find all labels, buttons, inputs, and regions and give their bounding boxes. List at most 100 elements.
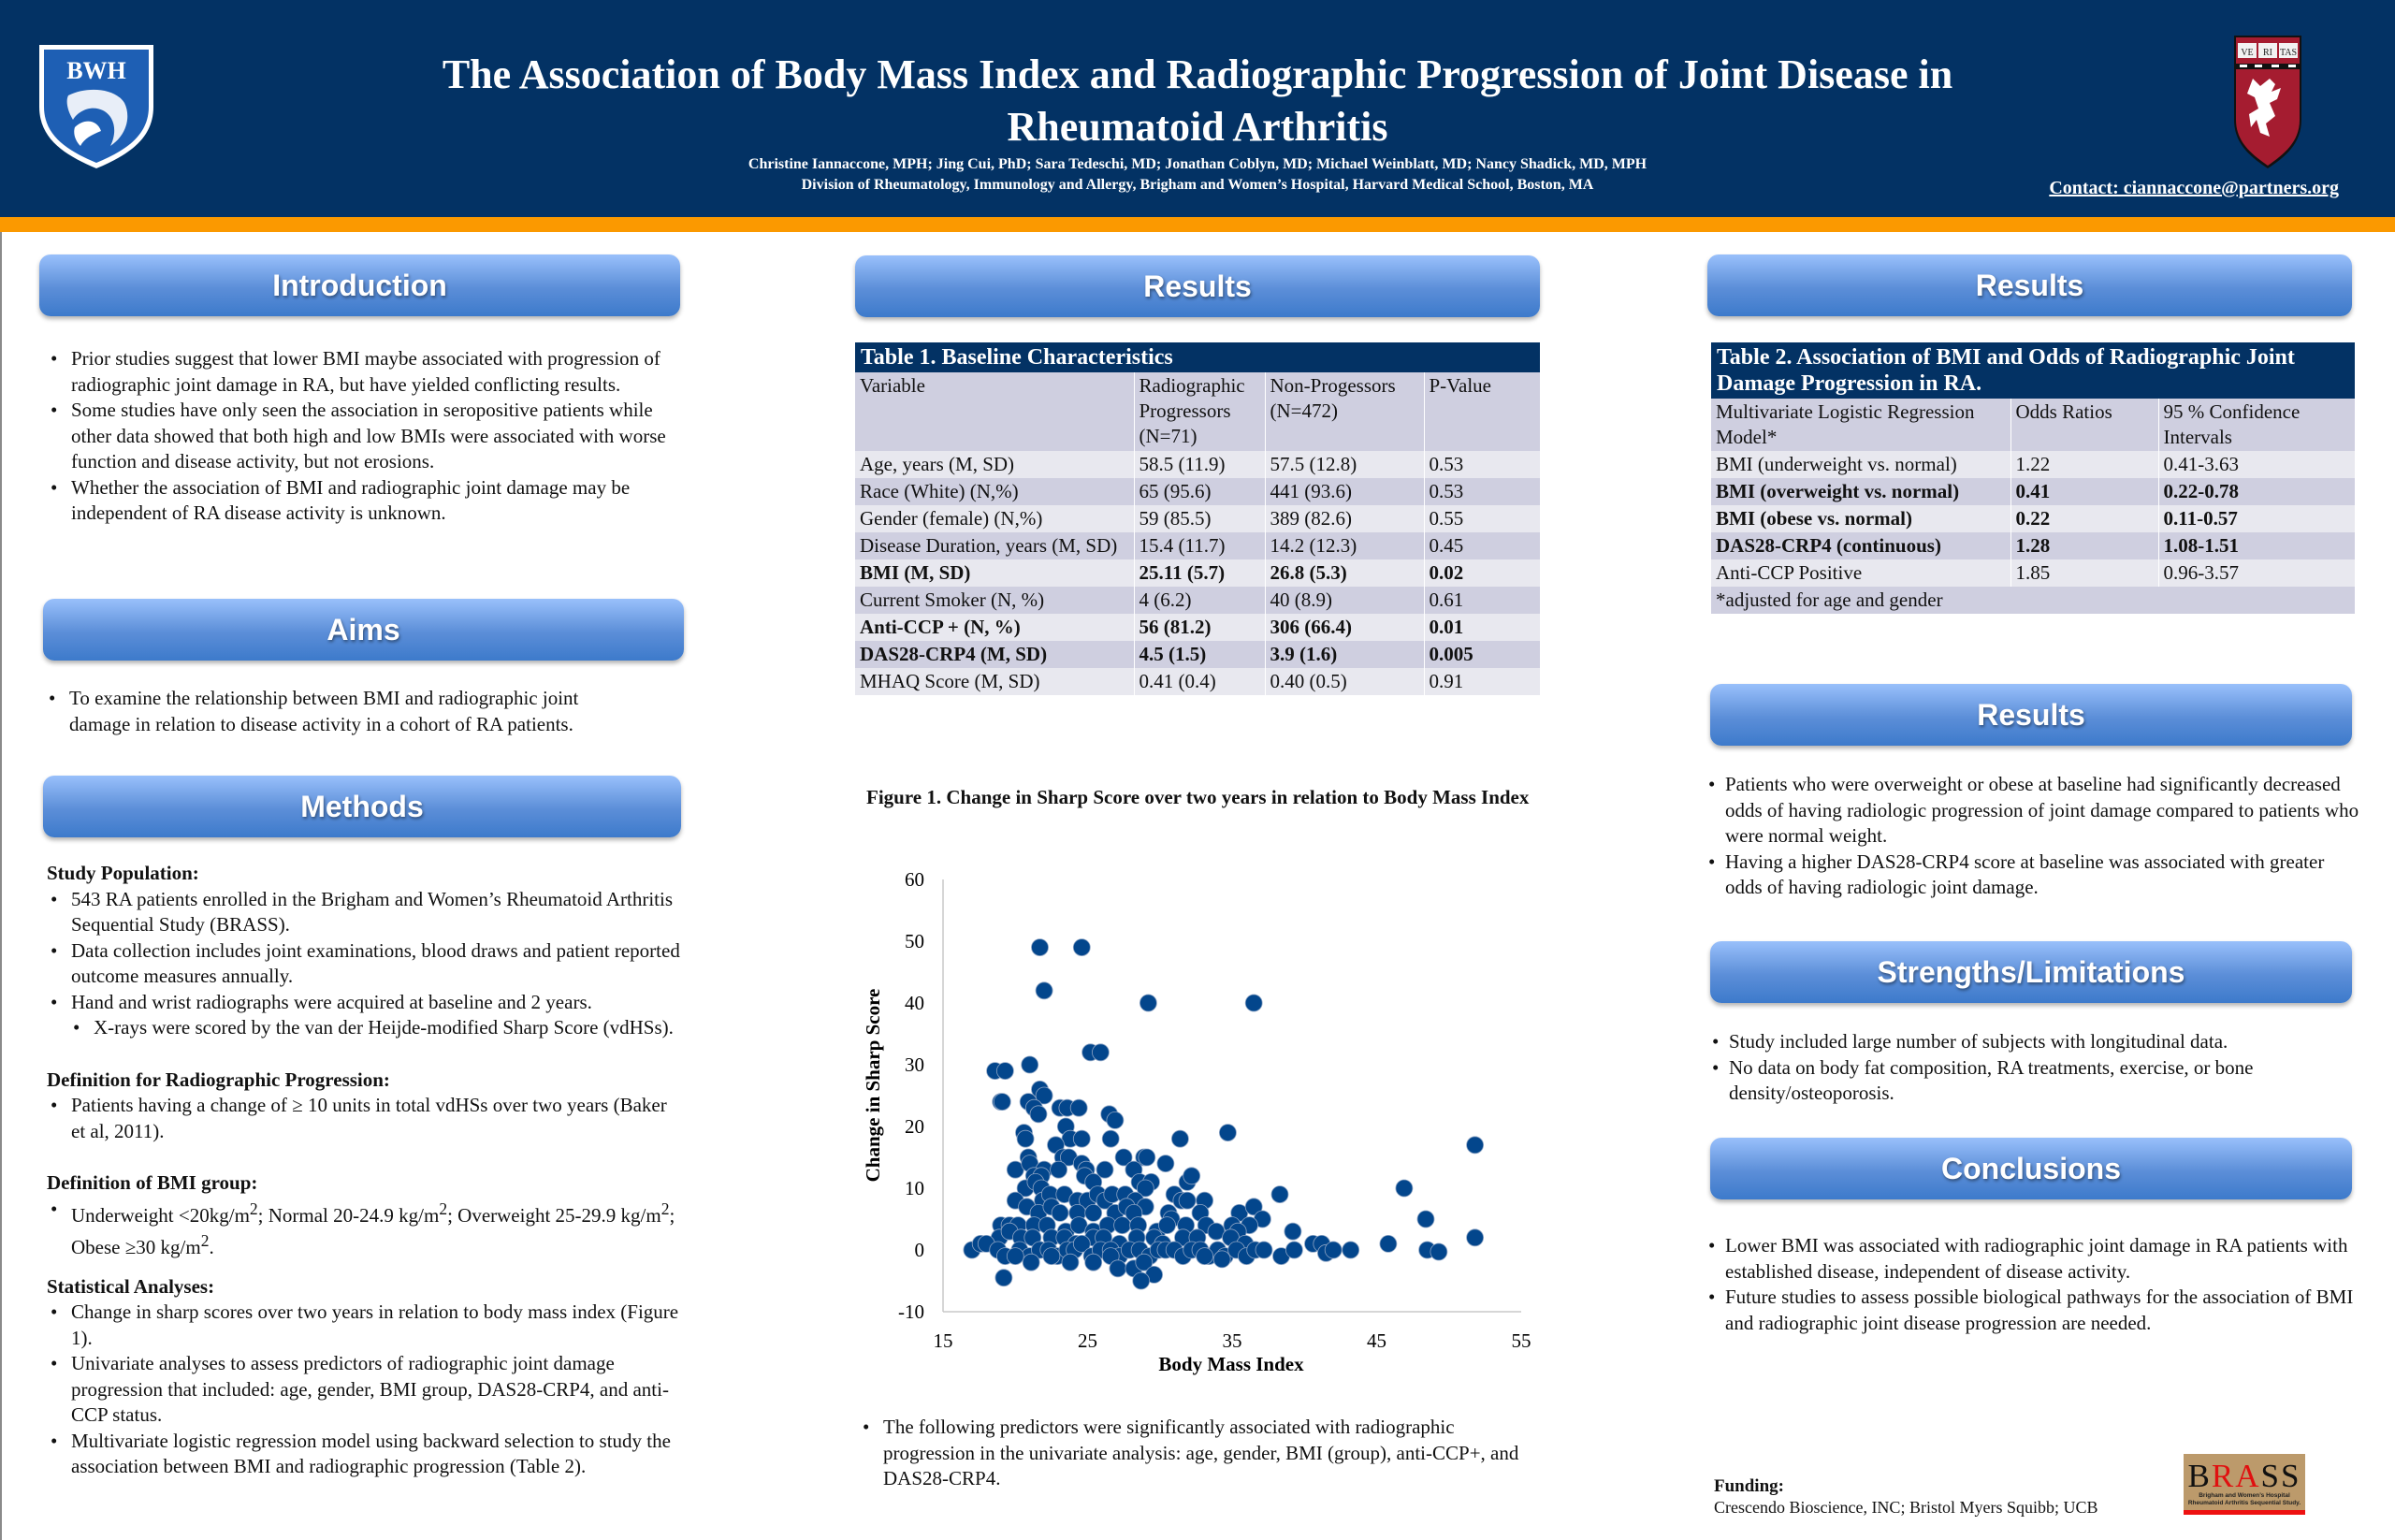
bmi-group-title: Definition of BMI group: [47, 1171, 258, 1194]
table1-cell: 0.55 [1424, 505, 1540, 532]
strengths-limitations-heading: Strengths/Limitations [1710, 941, 2352, 1003]
table1-header-cell: P-Value [1424, 372, 1540, 451]
poster-header [0, 0, 2395, 217]
table2-cell: 0.11-0.57 [2158, 505, 2355, 532]
brass-logo-subtitle: Brigham and Women’s Hospital Rheumatoid … [2184, 1492, 2305, 1507]
results-summary-section: Patients who were overweight or obese at… [1705, 772, 2359, 901]
table1-cell: 0.005 [1424, 641, 1540, 668]
introduction-section: Prior studies suggest that lower BMI may… [47, 346, 674, 527]
bmi-obese: ; Obese ≥30 kg/m [71, 1203, 675, 1259]
brass-logo: BRASS Brigham and Women’s Hospital Rheum… [2184, 1454, 2305, 1515]
data-point [1135, 1253, 1154, 1271]
table2-row: DAS28-CRP4 (continuous) 1.28 1.08-1.51 [1711, 532, 2355, 559]
table1-cell: 3.9 (1.6) [1265, 641, 1425, 668]
contact-email-link[interactable]: Contact: ciannaccone@partners.org [2049, 178, 2339, 198]
data-point [1006, 1247, 1024, 1266]
stats-bullet: Univariate analyses to assess predictors… [47, 1351, 683, 1429]
methods-section: Study Population: 543 RA patients enroll… [47, 861, 683, 1480]
methods-heading: Methods [43, 776, 681, 837]
table2-header-cell: Odds Ratios [2010, 399, 2159, 451]
data-point [1072, 1129, 1091, 1148]
author-list: Christine Iannaccone, MPH; Jing Cui, PhD… [748, 156, 1647, 172]
data-point [1270, 1185, 1289, 1204]
results-heading-right: Results [1707, 254, 2352, 316]
brass-line1: Brigham and Women’s Hospital [2199, 1492, 2290, 1499]
data-point [1158, 1216, 1176, 1235]
data-point [1029, 1105, 1048, 1124]
table1-cell: Gender (female) (N,%) [855, 505, 1135, 532]
table1-cell: 57.5 (12.8) [1265, 451, 1425, 478]
data-point [1178, 1191, 1197, 1210]
table1-row: Race (White) (N,%) 65 (95.6) 441 (93.6) 0.5… [855, 478, 1540, 505]
table1-cell: 0.53 [1424, 451, 1540, 478]
table1-cell: 0.61 [1424, 587, 1540, 614]
table1-row: Gender (female) (N,%) 59 (85.5) 389 (82.6)… [855, 505, 1540, 532]
data-point [1031, 938, 1049, 956]
data-point [1139, 994, 1157, 1012]
table2-cell: 0.96-3.57 [2158, 559, 2355, 587]
bmi-underweight: Underweight <20kg/m [71, 1203, 250, 1227]
table2-cell: 0.41-3.63 [2158, 451, 2355, 478]
study-population-bullet: Data collection includes joint examinati… [47, 938, 683, 990]
table2-cell: BMI (overweight vs. normal) [1711, 478, 2011, 505]
table1-row: DAS28-CRP4 (M, SD) 4.5 (1.5) 3.9 (1.6) 0.00… [855, 641, 1540, 668]
superscript: 2 [660, 1199, 670, 1218]
funding-title: Funding: [1714, 1476, 1784, 1496]
data-point [1101, 1129, 1120, 1148]
intro-bullet: Prior studies suggest that lower BMI may… [47, 346, 674, 398]
strengths-bullet: No data on body fat composition, RA trea… [1708, 1055, 2354, 1107]
table1-cell: 59 (85.5) [1134, 505, 1266, 532]
results-summary-bullet: Having a higher DAS28-CRP4 score at base… [1705, 850, 2359, 901]
intro-bullet: Some studies have only seen the associat… [47, 398, 674, 475]
x-tick-label: 35 [1223, 1329, 1242, 1352]
y-tick-label: 40 [905, 992, 924, 1014]
data-point [1170, 1129, 1189, 1148]
table1-cell: 0.40 (0.5) [1265, 668, 1425, 695]
table1-cell: 0.53 [1424, 478, 1540, 505]
data-point [1021, 1055, 1039, 1074]
table1-cell: DAS28-CRP4 (M, SD) [855, 641, 1135, 668]
chart-axes [942, 879, 1521, 1313]
results-heading-middle: Results [855, 255, 1540, 317]
table2-cell: 1.08-1.51 [2158, 532, 2355, 559]
data-point [1324, 1241, 1343, 1259]
brass-ss: SS [2260, 1458, 2301, 1494]
strengths-bullet: Study included large number of subjects … [1708, 1029, 2354, 1055]
table2-cell: 1.85 [2010, 559, 2159, 587]
y-tick-label: -10 [898, 1300, 924, 1323]
data-point [1113, 1216, 1132, 1235]
stats-bullet: Change in sharp scores over two years in… [47, 1300, 683, 1351]
table1-cell: 25.11 (5.7) [1134, 559, 1266, 587]
data-point [1132, 1271, 1151, 1290]
y-tick-label: 20 [905, 1115, 924, 1138]
veritas-tas: TAS [2280, 48, 2297, 58]
data-point [1035, 981, 1053, 1000]
odds-ratio-table: Multivariate Logistic Regression Model* … [1711, 399, 2355, 614]
table1-header-cell: Radiographic Progressors (N=71) [1134, 372, 1266, 451]
data-point [1183, 1167, 1201, 1185]
data-point [1255, 1241, 1273, 1259]
x-axis-label: Body Mass Index [1158, 1353, 1304, 1375]
bmi-group-bullet: Underweight <20kg/m2; Normal 20-24.9 kg/… [47, 1197, 683, 1261]
conclusions-heading: Conclusions [1710, 1138, 2352, 1199]
table1-cell: 58.5 (11.9) [1134, 451, 1266, 478]
data-point [1430, 1242, 1448, 1261]
bmi-end: . [209, 1236, 214, 1258]
table1-cell: Disease Duration, years (M, SD) [855, 532, 1135, 559]
table1-row: BMI (M, SD) 25.11 (5.7) 26.8 (5.3) 0.02 [855, 559, 1540, 587]
results-summary-bullet: Patients who were overweight or obese at… [1705, 772, 2359, 850]
figure1-caption: Figure 1. Change in Sharp Score over two… [866, 786, 1530, 808]
left-border [0, 232, 2, 1540]
data-point [1218, 1124, 1237, 1142]
data-point [1416, 1210, 1435, 1228]
y-tick-label: 0 [915, 1239, 925, 1261]
table1-cell: Age, years (M, SD) [855, 451, 1135, 478]
header-accent-stripe [0, 217, 2395, 232]
table1-cell: 0.41 (0.4) [1134, 668, 1266, 695]
progression-definition-title: Definition for Radiographic Progression: [47, 1068, 390, 1091]
aims-heading: Aims [43, 599, 684, 661]
table1-cell: 441 (93.6) [1265, 478, 1425, 505]
table2-cell: 0.22 [2010, 505, 2159, 532]
table1-cell: Current Smoker (N, %) [855, 587, 1135, 614]
table2-cell: 0.41 [2010, 478, 2159, 505]
